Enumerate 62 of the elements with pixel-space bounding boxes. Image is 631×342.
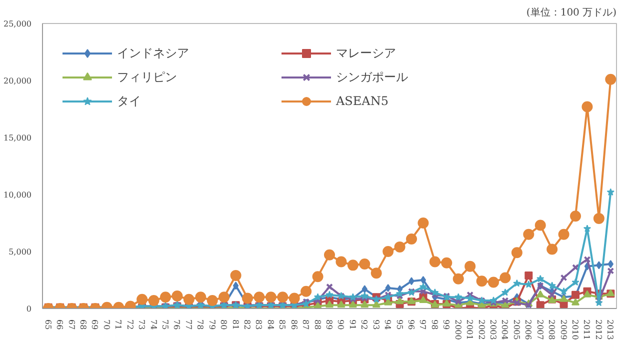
x-tick-label: 96 [406, 320, 416, 330]
x-tick-label: 69 [90, 320, 100, 330]
x-tick-label: 2000 [453, 320, 462, 340]
x-tick-label: 70 [102, 320, 111, 330]
x-tick-label: 80 [219, 320, 228, 330]
x-tick-label: 2001 [465, 320, 474, 340]
x-tick-label: 83 [254, 320, 264, 330]
x-tick-label: 81 [230, 320, 240, 330]
x-tick-label: 87 [301, 320, 310, 330]
x-tick-label: 68 [78, 320, 88, 330]
x-tick-label: 97 [418, 320, 428, 330]
x-tick-label: 79 [207, 320, 216, 330]
x-tick-label: 92 [360, 320, 369, 330]
x-tick-label: 75 [160, 320, 170, 330]
x-tick-label: 2007 [535, 320, 544, 340]
x-tick-label: 2005 [512, 320, 521, 340]
x-tick-label: 67 [66, 320, 76, 330]
legend-label: フィリピン [117, 68, 178, 86]
x-tick-label: 2008 [547, 320, 556, 340]
y-tick-label: 5,000 [8, 248, 32, 256]
x-tick-label: 2006 [524, 320, 533, 340]
x-tick-label: 2011 [582, 320, 592, 340]
chart-title: (単位：100 万ドル) [526, 6, 617, 18]
legend-label: シンガポール [336, 68, 409, 86]
x-tick-label: 82 [242, 320, 252, 330]
y-tick-label: 15,000 [4, 134, 32, 142]
x-tick-label: 76 [172, 320, 182, 330]
x-tick-label: 94 [383, 320, 392, 330]
x-tick-label: 2012 [594, 320, 603, 340]
x-tick-label: 2003 [488, 320, 498, 340]
x-tick-label: 91 [348, 320, 357, 330]
legend-label: インドネシア [117, 44, 190, 62]
x-tick-label: 86 [289, 320, 298, 330]
x-tick-label: 66 [55, 320, 64, 330]
x-tick-label: 99 [442, 320, 451, 330]
x-tick-label: 90 [336, 320, 346, 330]
legend-label: マレーシア [336, 44, 397, 62]
x-tick-label: 73 [137, 320, 146, 330]
x-tick-label: 85 [278, 320, 287, 330]
x-tick-label: 93 [371, 320, 380, 330]
legend-label: ASEAN5 [336, 94, 390, 108]
y-tick-label: 10,000 [4, 190, 32, 200]
x-tick-label: 71 [114, 320, 123, 330]
x-tick-label: 2013 [606, 320, 615, 340]
x-tick-label: 74 [148, 320, 158, 330]
y-tick-label: 0 [26, 304, 32, 314]
legend-label: タイ [117, 92, 142, 110]
x-tick-label: 2009 [558, 320, 568, 340]
x-tick-label: 88 [312, 320, 322, 330]
y-tick-label: 20,000 [4, 76, 32, 86]
x-tick-label: 77 [184, 320, 193, 330]
x-tick-label: 2004 [500, 320, 510, 340]
x-tick-label: 89 [324, 320, 334, 330]
x-tick-label: 65 [43, 320, 52, 330]
x-tick-label: 78 [196, 320, 205, 330]
y-tick-label: 25,000 [4, 20, 32, 28]
x-tick-label: 72 [125, 320, 134, 330]
x-tick-label: 98 [430, 320, 439, 330]
x-tick-label: 84 [266, 320, 275, 330]
x-tick-label: 95 [394, 320, 404, 330]
x-tick-label: 2010 [570, 320, 580, 340]
x-tick-label: 2002 [476, 320, 486, 340]
